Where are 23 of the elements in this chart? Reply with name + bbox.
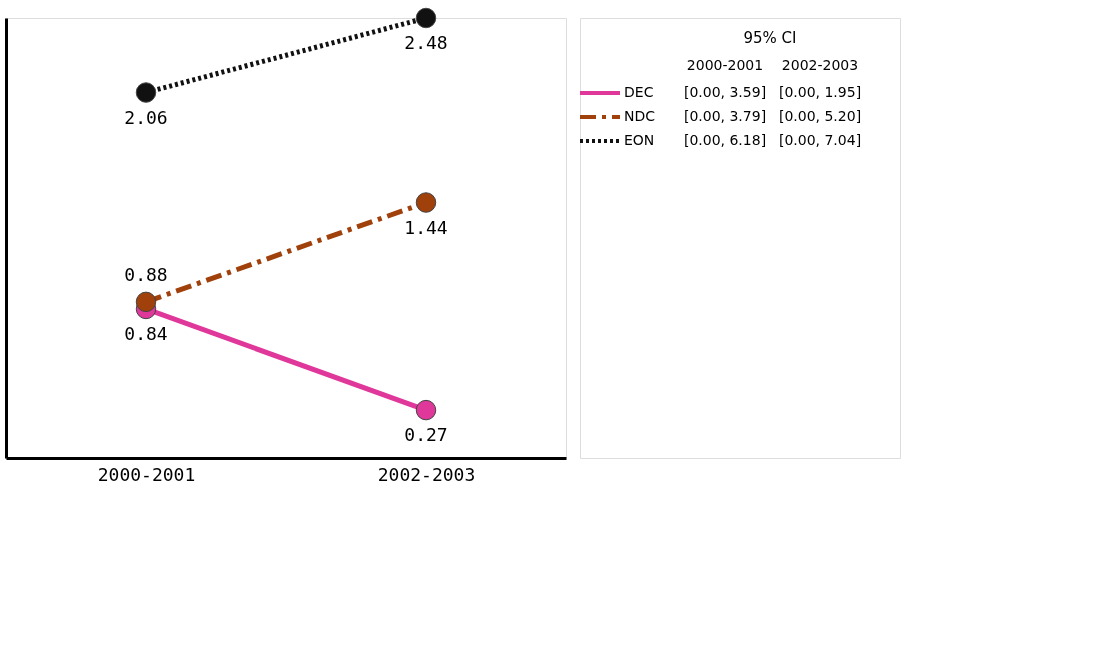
data-label: 0.27 (404, 424, 448, 446)
text: [0.00, 5.20] (778, 108, 862, 124)
text: [0.00, 3.79] (683, 108, 767, 124)
legend-label: EON (624, 132, 655, 148)
point (415, 7, 437, 29)
text: [0.00, 6.18] (683, 132, 767, 148)
text: 95% CI (743, 29, 797, 47)
point (415, 399, 437, 421)
legend-label: DEC (624, 84, 654, 100)
text: 2002-2003 (781, 57, 859, 73)
text: 2000-2001 (686, 57, 764, 73)
data-label: 0.88 (124, 263, 168, 285)
data-label: 0.84 (124, 322, 168, 344)
data-label: 2.48 (404, 32, 448, 53)
text: [0.00, 1.95] (778, 84, 862, 100)
data-label: 2.06 (124, 106, 168, 128)
legend-label: NDC (624, 108, 656, 124)
point (135, 82, 157, 103)
point (135, 291, 157, 313)
point (415, 192, 437, 213)
text: [0.00, 3.59] (683, 84, 767, 100)
text: [0.00, 7.04] (778, 132, 862, 148)
data-label: 1.44 (404, 216, 448, 238)
